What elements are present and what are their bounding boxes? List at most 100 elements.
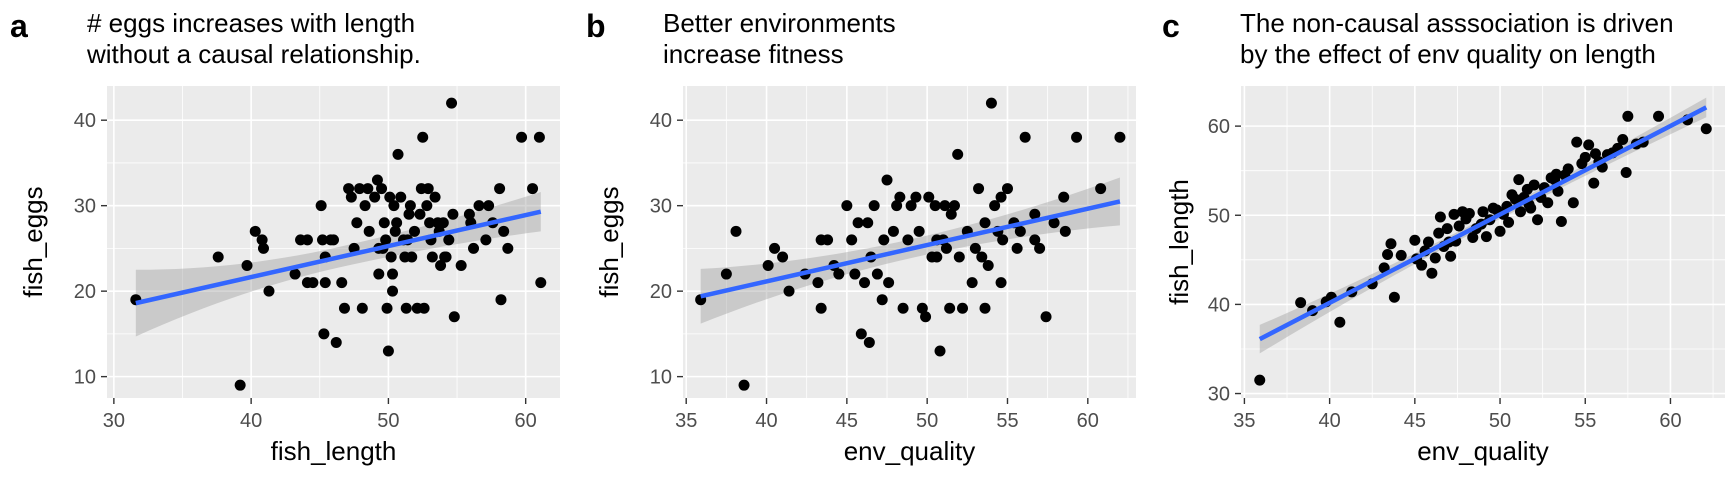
- data-point: [878, 234, 890, 246]
- data-point: [426, 251, 438, 263]
- data-point: [952, 148, 964, 160]
- data-point: [849, 268, 861, 280]
- data-point: [1416, 259, 1428, 271]
- data-point: [343, 183, 355, 195]
- x-tick-label: 35: [1233, 410, 1255, 432]
- data-point: [855, 328, 867, 340]
- data-point: [957, 302, 969, 314]
- data-point: [234, 379, 246, 391]
- data-point: [841, 200, 853, 212]
- data-point: [1453, 220, 1465, 232]
- data-point: [1433, 227, 1445, 239]
- y-tick-label: 30: [650, 196, 672, 218]
- data-point: [328, 234, 339, 246]
- data-point: [435, 260, 447, 272]
- data-point: [852, 217, 864, 229]
- data-point: [1588, 177, 1600, 189]
- y-tick-label: 30: [1208, 384, 1230, 406]
- data-point: [1555, 215, 1567, 227]
- data-point: [1445, 250, 1457, 262]
- panel-c: c The non-causal asssociation is driven …: [1152, 0, 1728, 480]
- y-tick-label: 50: [1208, 205, 1230, 227]
- data-point: [1029, 208, 1041, 220]
- data-point: [354, 183, 366, 195]
- x-axis-title: env_quality: [1417, 436, 1549, 466]
- data-point: [371, 174, 383, 186]
- data-point: [1019, 131, 1031, 143]
- regression-line: [700, 199, 1121, 299]
- data-point: [455, 260, 467, 272]
- data-point: [380, 234, 392, 246]
- data-point: [762, 260, 774, 272]
- data-point: [385, 251, 397, 263]
- x-tick-label: 30: [103, 410, 125, 432]
- x-tick-label: 50: [916, 410, 938, 432]
- data-point: [833, 268, 845, 280]
- data-point: [414, 208, 426, 220]
- data-point: [883, 277, 895, 289]
- data-point: [424, 217, 436, 229]
- data-point: [969, 242, 981, 254]
- data-point: [1334, 316, 1346, 328]
- data-point: [535, 277, 547, 289]
- data-point: [1254, 374, 1266, 386]
- data-point: [1620, 166, 1632, 178]
- data-point: [527, 183, 539, 195]
- data-point: [336, 277, 348, 289]
- data-point: [1395, 249, 1407, 261]
- data-point: [403, 208, 415, 220]
- data-point: [1477, 206, 1489, 218]
- data-point: [1514, 206, 1526, 218]
- data-point: [301, 277, 313, 289]
- data-point: [1034, 242, 1046, 254]
- data-point: [1513, 174, 1525, 186]
- data-point: [945, 208, 957, 220]
- data-point: [891, 200, 903, 212]
- data-point: [1503, 216, 1515, 228]
- data-point: [876, 294, 888, 306]
- data-point: [362, 183, 374, 195]
- data-point: [356, 302, 368, 314]
- data-point: [1422, 236, 1434, 248]
- data-point: [948, 200, 960, 212]
- data-point: [1567, 197, 1579, 209]
- data-point: [463, 208, 475, 220]
- data-point: [1542, 197, 1554, 209]
- x-tick-label: 35: [675, 410, 697, 432]
- data-point: [868, 200, 880, 212]
- data-point: [1467, 232, 1479, 244]
- data-point: [437, 217, 449, 229]
- data-point: [1571, 136, 1583, 148]
- y-axis-title: fish_eggs: [18, 186, 48, 297]
- data-point: [871, 268, 883, 280]
- data-point: [289, 268, 301, 280]
- y-axis-title: fish_length: [1164, 179, 1194, 305]
- data-point: [408, 225, 420, 237]
- data-point: [1059, 225, 1071, 237]
- data-point: [473, 200, 485, 212]
- data-point: [769, 242, 781, 254]
- data-point: [944, 302, 956, 314]
- data-point: [447, 208, 459, 220]
- data-point: [1388, 291, 1400, 303]
- x-axis-title: env_quality: [844, 436, 976, 466]
- data-point: [384, 191, 396, 203]
- data-point: [815, 302, 827, 314]
- data-point: [1583, 139, 1595, 151]
- data-point: [369, 191, 381, 203]
- data-point: [498, 225, 510, 237]
- data-point: [966, 277, 978, 289]
- data-point: [1528, 179, 1540, 191]
- data-point: [1617, 133, 1629, 145]
- data-point: [1509, 193, 1521, 205]
- data-point: [319, 277, 331, 289]
- regression-line: [1258, 105, 1708, 342]
- data-point: [404, 200, 416, 212]
- data-point: [1429, 252, 1441, 264]
- y-tick-label: 20: [650, 281, 672, 303]
- data-point: [422, 183, 434, 195]
- panel-letter: b: [586, 8, 606, 44]
- scatter-plot-a: 30 40 50 60 10 20 30 40 fish_length fish_eggs: [18, 86, 560, 466]
- data-point: [533, 131, 545, 143]
- x-tick-label: 40: [240, 410, 262, 432]
